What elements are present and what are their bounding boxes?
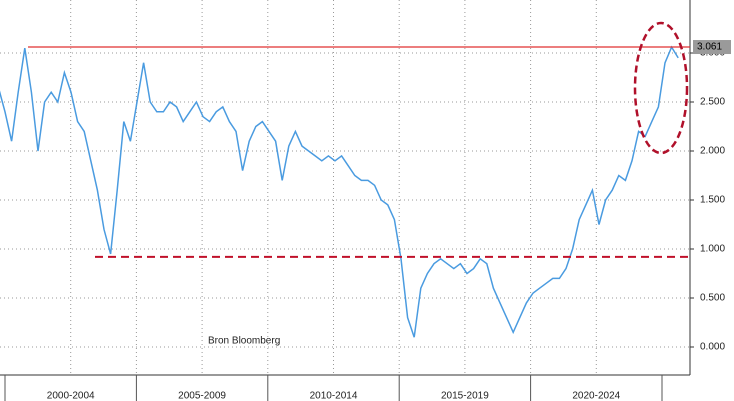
x-tick-label: 2015-2019: [441, 391, 489, 401]
y-tick-label: 2.500: [700, 97, 725, 108]
y-tick-label: 2.000: [700, 146, 725, 157]
data-line: [0, 45, 679, 338]
y-tick-label: 0.500: [700, 293, 725, 304]
x-tick-label: 2020-2024: [572, 391, 620, 401]
x-tick-label: 2010-2014: [310, 391, 358, 401]
y-tick-label: 0.000: [700, 342, 725, 353]
value-label-box: [693, 40, 731, 55]
y-tick-label: 1.500: [700, 195, 725, 206]
x-tick-label: 2005-2009: [178, 391, 226, 401]
highlight-ellipse: [633, 21, 689, 155]
annotation: Bron Bloomberg: [208, 336, 280, 347]
y-tick-label: 1.000: [700, 244, 725, 255]
value-label: 3.061: [697, 42, 722, 53]
x-tick-label: 2000-2004: [47, 391, 95, 401]
